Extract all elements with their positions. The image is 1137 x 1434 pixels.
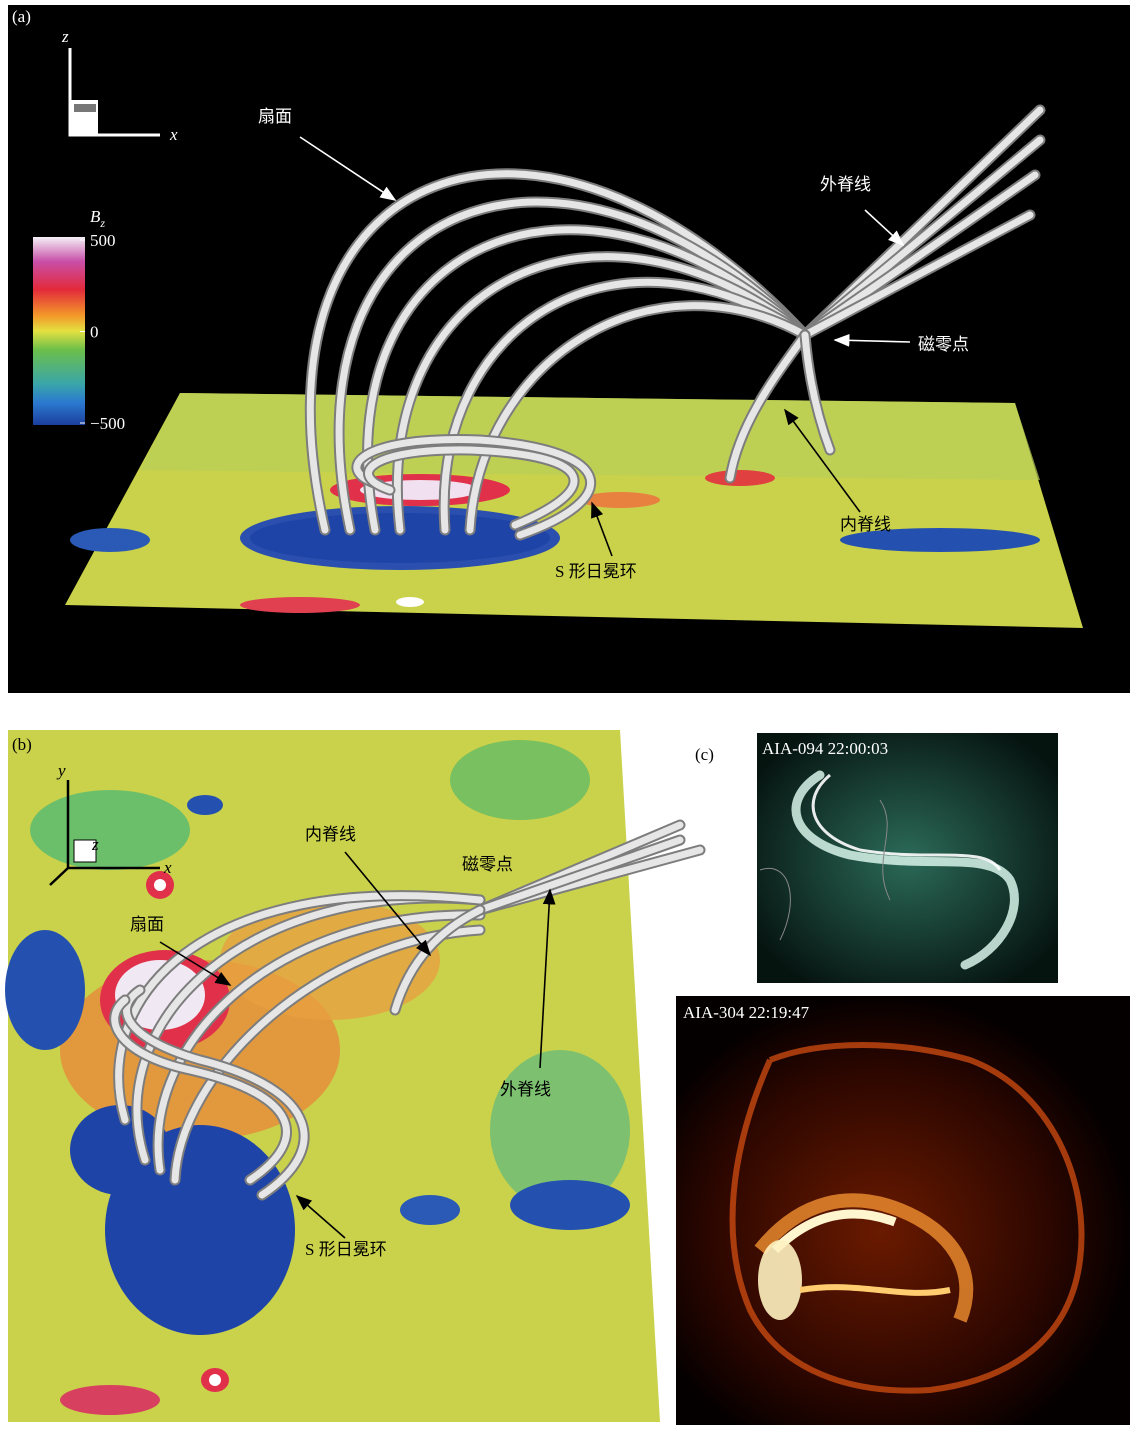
decor-ellipse	[154, 879, 166, 891]
annotation: 内脊线	[840, 515, 891, 534]
decor-rect	[74, 104, 96, 112]
decor-ellipse	[209, 1374, 221, 1386]
annotation: 内脊线	[305, 825, 356, 844]
image-caption: AIA-094 22:00:03	[762, 739, 888, 758]
annotation: 磁零点	[918, 335, 969, 354]
decor-ellipse	[5, 930, 85, 1050]
panel-a: (a) z x Bz 500 0 −500 扇面 外脊线 磁零点 内脊线 S 形日冕…	[8, 5, 1130, 693]
annotation: 外脊线	[820, 175, 871, 194]
axis-label: y	[56, 761, 66, 780]
decor-ellipse	[758, 1240, 802, 1320]
annotation: 扇面	[258, 107, 292, 126]
decor-ellipse	[240, 597, 360, 613]
colorbar	[33, 237, 85, 425]
figure: (a) z x Bz 500 0 −500 扇面 外脊线 磁零点 内脊线 S 形日冕…	[0, 0, 1137, 1429]
annotation: 扇面	[130, 915, 164, 934]
decor-ellipse	[70, 528, 150, 552]
axis-label: x	[163, 858, 172, 877]
colorbar-tick-label: 500	[90, 231, 116, 250]
image-caption: AIA-304 22:19:47	[683, 1003, 810, 1022]
annotation: 外脊线	[500, 1080, 551, 1099]
annotation: 磁零点	[462, 855, 513, 874]
annotation: S 形日冕环	[555, 562, 637, 581]
decor-ellipse	[450, 740, 590, 820]
axis-label: z	[61, 27, 69, 46]
colorbar-label-sub: z	[99, 216, 105, 230]
decor-ellipse	[510, 1180, 630, 1230]
decor-ellipse	[396, 597, 424, 607]
decor-ellipse	[705, 470, 775, 486]
panel-label: (a)	[12, 7, 31, 26]
colorbar-tick-label: −500	[90, 414, 125, 433]
panel-c: (c) AIA-094 22:00:03 AIA-304 22:19:47	[676, 733, 1130, 1425]
axis-label: x	[169, 125, 178, 144]
colorbar-tick-label: 0	[90, 323, 99, 342]
decor-ellipse	[187, 795, 223, 815]
panel-label: (c)	[695, 745, 714, 764]
panel-b: (b) y x z 内脊线 磁零点 扇面 外脊线 S 形日冕环	[5, 730, 700, 1422]
colorbar-label-main: B	[90, 207, 101, 226]
decor-ellipse	[60, 1385, 160, 1415]
panel-label: (b)	[12, 735, 32, 754]
annotation: S 形日冕环	[305, 1240, 387, 1259]
decor-ellipse	[400, 1195, 460, 1225]
axis-label: z	[91, 835, 99, 854]
